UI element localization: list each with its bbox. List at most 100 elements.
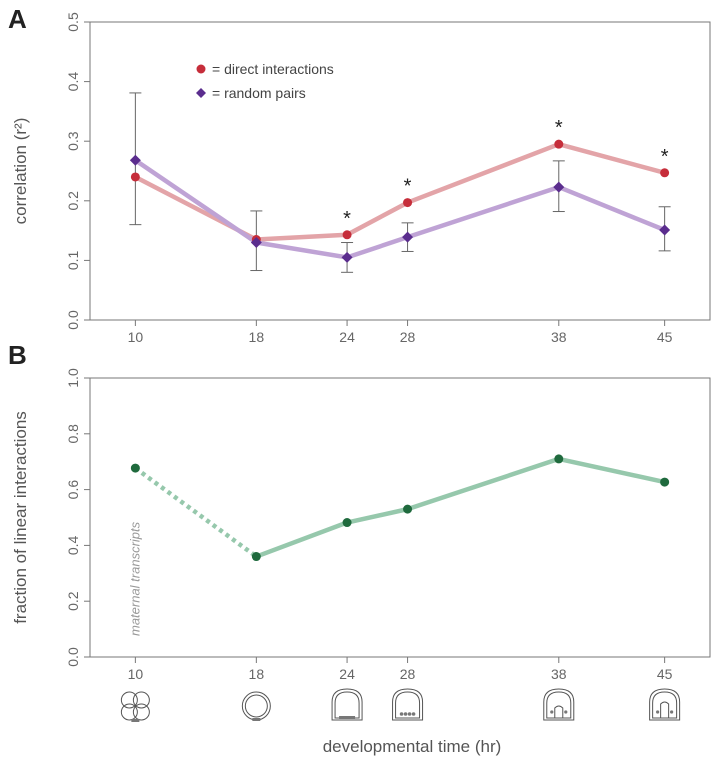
series-2-segment — [344, 234, 410, 260]
x-tick-label: 38 — [551, 329, 567, 345]
series-1-segment — [405, 456, 562, 512]
x-tick-label: 24 — [339, 329, 355, 345]
vegetal-plate-shape — [252, 718, 261, 721]
significance-star: * — [343, 208, 351, 230]
x-tick-label: 38 — [551, 666, 567, 682]
inner-wall-shape — [546, 691, 572, 719]
series-1-segment — [254, 520, 350, 559]
mesenchyme-cell-shape — [670, 710, 674, 714]
mesenchyme-cell-shape — [656, 710, 660, 714]
panel-a-y-axis: 0.0 0.1 0.2 0.3 0.4 0.5 — [65, 12, 90, 330]
cell-shape — [120, 691, 138, 709]
vegetal-plate-shape — [339, 716, 356, 719]
mesenchyme-cell-shape — [411, 712, 416, 716]
series-1-segment — [405, 141, 562, 205]
legend-direct-marker — [196, 64, 206, 74]
archenteron-shape — [660, 701, 670, 718]
panel-b-y-axis: 0.0 0.2 0.4 0.6 0.8 1.0 — [65, 368, 90, 667]
legend-direct-label: = direct interactions — [212, 61, 334, 77]
mesenchyme-blastula-icon — [392, 688, 424, 721]
y-tick-label: 0.1 — [65, 250, 81, 270]
series-2-segment — [405, 184, 562, 240]
panel-b: B 0.0 0.2 0.4 0.6 0.8 1.0 10 18 24 28 38 45 fracti… — [8, 340, 711, 682]
mesenchyme-cell-shape — [403, 712, 408, 716]
x-tick-label: 24 — [339, 666, 355, 682]
y-tick-label: 0.2 — [65, 591, 81, 611]
series-1-point — [342, 230, 352, 240]
outer-wall-shape — [241, 691, 271, 721]
x-axis-title: developmental time (hr) — [323, 737, 502, 756]
panel-a-x-axis: 10 18 24 28 38 45 — [128, 320, 673, 345]
inner-wall-shape — [395, 691, 421, 719]
series-1-segment — [556, 141, 667, 176]
x-tick-label: 18 — [249, 666, 265, 682]
y-tick-label: 0.0 — [65, 310, 81, 330]
panel-a-label: A — [8, 4, 27, 34]
series-1-point — [342, 518, 352, 528]
series-1-segment — [556, 456, 667, 485]
series-2-point — [402, 231, 414, 243]
y-tick-label: 0.3 — [65, 131, 81, 151]
significance-star: * — [661, 146, 669, 168]
mesenchyme-cell-shape — [550, 710, 554, 714]
inner-wall-shape — [334, 691, 360, 719]
inner-wall-shape — [652, 691, 678, 719]
series-1-segment — [134, 466, 258, 559]
series-2-segment — [556, 184, 667, 233]
outer-wall-shape — [649, 688, 681, 721]
panel-a-lines — [133, 141, 667, 260]
panel-b-lines — [134, 456, 667, 559]
panel-a-y-axis-label: correlation (r²) — [11, 118, 30, 225]
x-tick-label: 10 — [128, 666, 144, 682]
cleavage-embryo-icon — [120, 691, 150, 722]
mesenchyme-cell-shape — [399, 712, 404, 716]
series-1-point — [130, 463, 140, 473]
series-1-point — [554, 139, 564, 149]
late-gastrula-icon — [649, 688, 681, 721]
archenteron-shape — [554, 705, 564, 718]
panel-b-y-axis-label: fraction of linear interactions — [11, 411, 30, 624]
y-tick-label: 1.0 — [65, 368, 81, 388]
panel-a-points — [129, 139, 671, 263]
series-1-segment — [344, 200, 410, 238]
series-1-point — [660, 168, 670, 178]
significance-star: * — [404, 176, 412, 198]
cell-shape — [120, 703, 138, 721]
series-1-point — [660, 477, 670, 487]
panel-b-x-axis: 10 18 24 28 38 45 — [128, 657, 673, 682]
x-tick-label: 18 — [249, 329, 265, 345]
x-tick-label: 10 — [128, 329, 144, 345]
x-tick-label: 45 — [657, 329, 673, 345]
series-2-point — [341, 251, 353, 263]
mesenchyme-cell-shape — [564, 710, 568, 714]
y-tick-label: 0.5 — [65, 12, 81, 32]
series-1-point — [251, 552, 261, 562]
embryo-stage-icons — [120, 688, 681, 722]
panel-a-significance-markers: * * * * — [343, 117, 669, 230]
panel-b-plot-frame — [89, 377, 711, 658]
y-tick-label: 0.0 — [65, 647, 81, 667]
maternal-transcripts-annotation: maternal transcripts — [127, 521, 142, 636]
y-tick-label: 0.8 — [65, 424, 81, 444]
mesenchyme-cell-shape — [407, 712, 412, 716]
series-2-point — [659, 224, 671, 236]
legend-random-label: = random pairs — [212, 85, 306, 101]
x-tick-label: 28 — [400, 329, 416, 345]
series-1-segment — [254, 232, 350, 242]
series-1-point — [554, 454, 564, 464]
series-1-point — [130, 172, 140, 182]
significance-star: * — [555, 117, 563, 139]
micromere-shape — [131, 719, 140, 722]
panel-a-legend: = direct interactions = random pairs — [196, 61, 334, 101]
series-1-segment — [344, 506, 410, 525]
hatched-blastula-icon — [331, 688, 363, 721]
series-2-segment — [133, 158, 259, 245]
blastula-embryo-icon — [241, 691, 271, 721]
x-tick-label: 45 — [657, 666, 673, 682]
y-tick-label: 0.4 — [65, 72, 81, 92]
outer-wall-shape — [331, 688, 363, 721]
series-2-point — [553, 181, 565, 193]
outer-wall-shape — [543, 688, 575, 721]
y-tick-label: 0.2 — [65, 191, 81, 211]
